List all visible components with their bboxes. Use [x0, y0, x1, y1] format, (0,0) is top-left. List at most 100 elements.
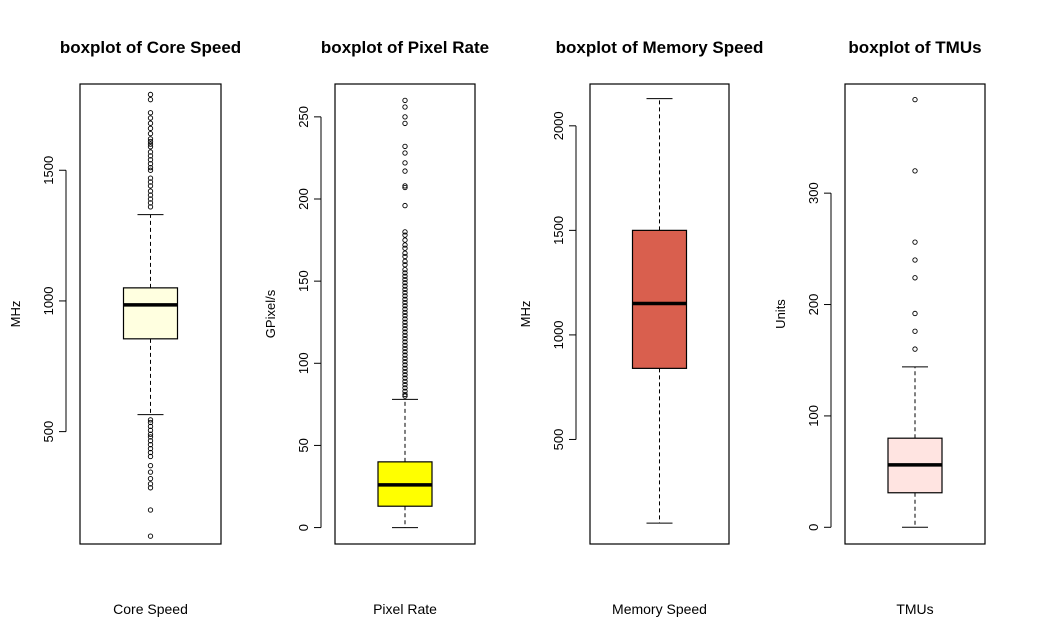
outlier-point	[402, 184, 408, 191]
y-axis-label: GPixel/s	[263, 289, 278, 338]
y-axis-label: MHz	[8, 301, 23, 328]
y-tick-label: 50	[296, 438, 311, 452]
outlier-point	[402, 289, 408, 296]
outlier-point	[147, 175, 154, 181]
panel-2: boxplot of Pixel Rate 0 50 100 150 200 250 GPix…	[263, 38, 489, 617]
y-tick-label: 1500	[41, 156, 56, 185]
outlier-point	[402, 316, 408, 322]
outlier-point	[147, 485, 154, 491]
outlier-point	[402, 183, 408, 189]
outlier-point	[147, 445, 154, 452]
outlier-point	[402, 160, 408, 166]
panel-1: boxplot of Core Speed 500 1000 1500 MHz Core …	[8, 38, 241, 617]
y-axis-label: MHz	[518, 301, 533, 328]
y-tick-label: 0	[806, 524, 821, 531]
outlier-point	[912, 310, 918, 317]
outlier-point	[147, 481, 154, 487]
outlier-point	[402, 270, 408, 276]
outlier-point	[402, 358, 408, 365]
outlier-point	[402, 296, 408, 302]
outlier-point	[402, 229, 408, 235]
outlier-point	[402, 342, 408, 348]
y-tick-label: 300	[806, 182, 821, 204]
outlier-point	[147, 438, 154, 444]
outlier-point	[402, 391, 408, 398]
panel-title: boxplot of TMUs	[848, 38, 981, 57]
outlier-point	[147, 204, 154, 210]
y-tick-label: 250	[296, 106, 311, 128]
outlier-point	[147, 91, 154, 98]
outlier-point	[912, 346, 918, 352]
outlier-point	[402, 375, 408, 381]
y-tick-label: 1500	[551, 216, 566, 245]
panel-3: boxplot of Memory Speed 500 1000 1500 2000 MH…	[518, 38, 763, 617]
outlier-point	[147, 196, 154, 202]
outlier-point	[402, 381, 408, 388]
outlier-point	[147, 192, 154, 198]
outlier-point	[147, 200, 154, 206]
outlier-point	[402, 232, 408, 238]
outlier-point	[147, 153, 154, 159]
outlier-point	[912, 96, 918, 103]
outlier-point	[912, 168, 918, 174]
outlier-point	[402, 97, 408, 104]
outlier-point	[147, 138, 154, 145]
outlier-point	[402, 393, 408, 399]
outlier-point	[912, 239, 918, 245]
y-tick-label: 150	[296, 270, 311, 292]
outlier-point	[147, 507, 154, 513]
outlier-point	[147, 469, 154, 475]
outlier-point	[402, 332, 408, 339]
iqr-box	[122, 287, 179, 340]
outlier-point	[147, 533, 154, 539]
y-tick-label: 200	[806, 294, 821, 316]
outlier-point	[402, 329, 408, 335]
y-tick-label: 0	[296, 524, 311, 531]
outlier-point	[402, 326, 408, 332]
outlier-point	[402, 352, 408, 358]
outlier-point	[402, 349, 408, 355]
outlier-point	[402, 168, 408, 174]
outlier-point	[402, 368, 408, 375]
outlier-point	[912, 328, 918, 334]
outlier-point	[402, 365, 408, 371]
outlier-point	[402, 293, 408, 299]
outlier-point	[402, 345, 408, 352]
plot-frame	[334, 83, 476, 545]
outlier-point	[147, 136, 154, 142]
outlier-point	[402, 372, 408, 378]
y-tick-label: 500	[551, 429, 566, 451]
outlier-point	[147, 434, 154, 440]
outlier-point	[402, 283, 408, 289]
y-axis-label: Units	[773, 299, 788, 329]
outlier-point	[147, 179, 154, 185]
panel-title: boxplot of Core Speed	[60, 38, 241, 57]
outlier-point	[147, 157, 154, 163]
outlier-point	[147, 442, 154, 448]
outlier-point	[402, 299, 408, 306]
outlier-point	[147, 419, 154, 426]
outlier-point	[402, 385, 408, 391]
outlier-point	[912, 257, 918, 263]
outlier-point	[402, 312, 408, 319]
outlier-point	[402, 322, 408, 329]
outlier-point	[402, 237, 408, 243]
outlier-point	[147, 144, 154, 150]
outlier-point	[147, 423, 154, 430]
outlier-point	[402, 306, 408, 312]
outlier-point	[402, 355, 408, 362]
outlier-point	[402, 104, 408, 110]
outlier-point	[402, 378, 408, 385]
outlier-point	[147, 427, 154, 433]
outlier-point	[402, 202, 408, 209]
outlier-point	[147, 120, 154, 126]
outlier-point	[147, 183, 154, 189]
x-axis-label: Memory Speed	[612, 601, 707, 617]
outlier-point	[402, 276, 408, 283]
outlier-point	[147, 149, 154, 155]
outlier-point	[402, 280, 408, 286]
y-tick-label: 100	[806, 405, 821, 427]
y-tick-label: 100	[296, 352, 311, 374]
outlier-point	[147, 453, 154, 460]
